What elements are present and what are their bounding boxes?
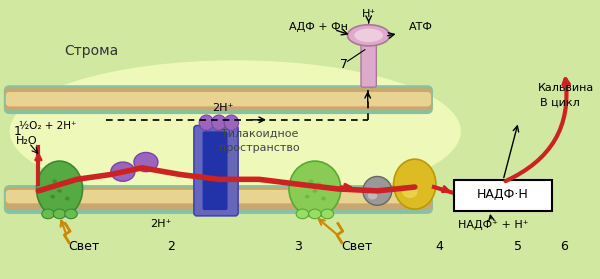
- Ellipse shape: [316, 182, 321, 186]
- Text: НАДФ⁺ + Н⁺: НАДФ⁺ + Н⁺: [458, 220, 529, 230]
- FancyBboxPatch shape: [361, 41, 376, 87]
- Ellipse shape: [289, 161, 341, 217]
- Ellipse shape: [53, 209, 66, 219]
- Ellipse shape: [313, 189, 317, 193]
- FancyBboxPatch shape: [6, 92, 431, 106]
- FancyBboxPatch shape: [4, 85, 433, 114]
- Ellipse shape: [363, 176, 392, 205]
- Ellipse shape: [37, 161, 83, 217]
- Ellipse shape: [65, 197, 70, 201]
- Ellipse shape: [52, 179, 57, 183]
- Ellipse shape: [65, 209, 77, 219]
- Text: 3: 3: [293, 240, 302, 253]
- Text: 5: 5: [514, 240, 523, 253]
- Text: Строма: Строма: [64, 44, 118, 58]
- Ellipse shape: [50, 195, 55, 199]
- Ellipse shape: [402, 186, 418, 198]
- FancyBboxPatch shape: [203, 131, 227, 210]
- Ellipse shape: [199, 115, 214, 130]
- Ellipse shape: [111, 162, 135, 181]
- Ellipse shape: [305, 195, 310, 199]
- Text: АТФ: АТФ: [409, 22, 433, 32]
- Text: Свет: Свет: [68, 240, 99, 253]
- Ellipse shape: [308, 179, 313, 183]
- FancyBboxPatch shape: [4, 185, 433, 214]
- Ellipse shape: [321, 209, 334, 219]
- Ellipse shape: [134, 152, 158, 172]
- Text: 2Н⁺: 2Н⁺: [151, 218, 172, 229]
- Ellipse shape: [354, 29, 383, 42]
- Text: 7: 7: [340, 58, 348, 71]
- Ellipse shape: [212, 115, 226, 130]
- Ellipse shape: [57, 189, 62, 193]
- Ellipse shape: [308, 209, 321, 219]
- Ellipse shape: [224, 115, 239, 130]
- Text: Кальвина: Кальвина: [538, 83, 594, 93]
- Text: 1: 1: [13, 125, 21, 138]
- Ellipse shape: [60, 182, 65, 186]
- Ellipse shape: [321, 197, 326, 201]
- Text: Н⁺: Н⁺: [362, 9, 376, 19]
- FancyBboxPatch shape: [194, 126, 238, 216]
- Text: ½О₂ + 2Н⁺: ½О₂ + 2Н⁺: [19, 121, 77, 131]
- Text: 2Н⁺: 2Н⁺: [212, 103, 233, 113]
- Ellipse shape: [347, 25, 390, 46]
- FancyBboxPatch shape: [454, 180, 552, 211]
- Text: Н₂О: Н₂О: [16, 136, 38, 146]
- Ellipse shape: [10, 60, 461, 202]
- Text: 6: 6: [560, 240, 568, 253]
- Ellipse shape: [42, 209, 54, 219]
- Text: Свет: Свет: [341, 240, 373, 253]
- Text: АДФ + Фн: АДФ + Фн: [289, 22, 348, 32]
- FancyBboxPatch shape: [5, 188, 432, 209]
- FancyBboxPatch shape: [5, 88, 432, 110]
- Text: 4: 4: [436, 240, 443, 253]
- Text: НАДФ·Н: НАДФ·Н: [477, 188, 529, 201]
- Ellipse shape: [394, 159, 436, 209]
- Text: Тилакоидное
пространство: Тилакоидное пространство: [219, 129, 299, 153]
- Text: 2: 2: [167, 240, 175, 253]
- Ellipse shape: [368, 192, 377, 199]
- FancyBboxPatch shape: [6, 190, 431, 203]
- Text: В цикл: В цикл: [539, 98, 580, 107]
- Ellipse shape: [296, 209, 308, 219]
